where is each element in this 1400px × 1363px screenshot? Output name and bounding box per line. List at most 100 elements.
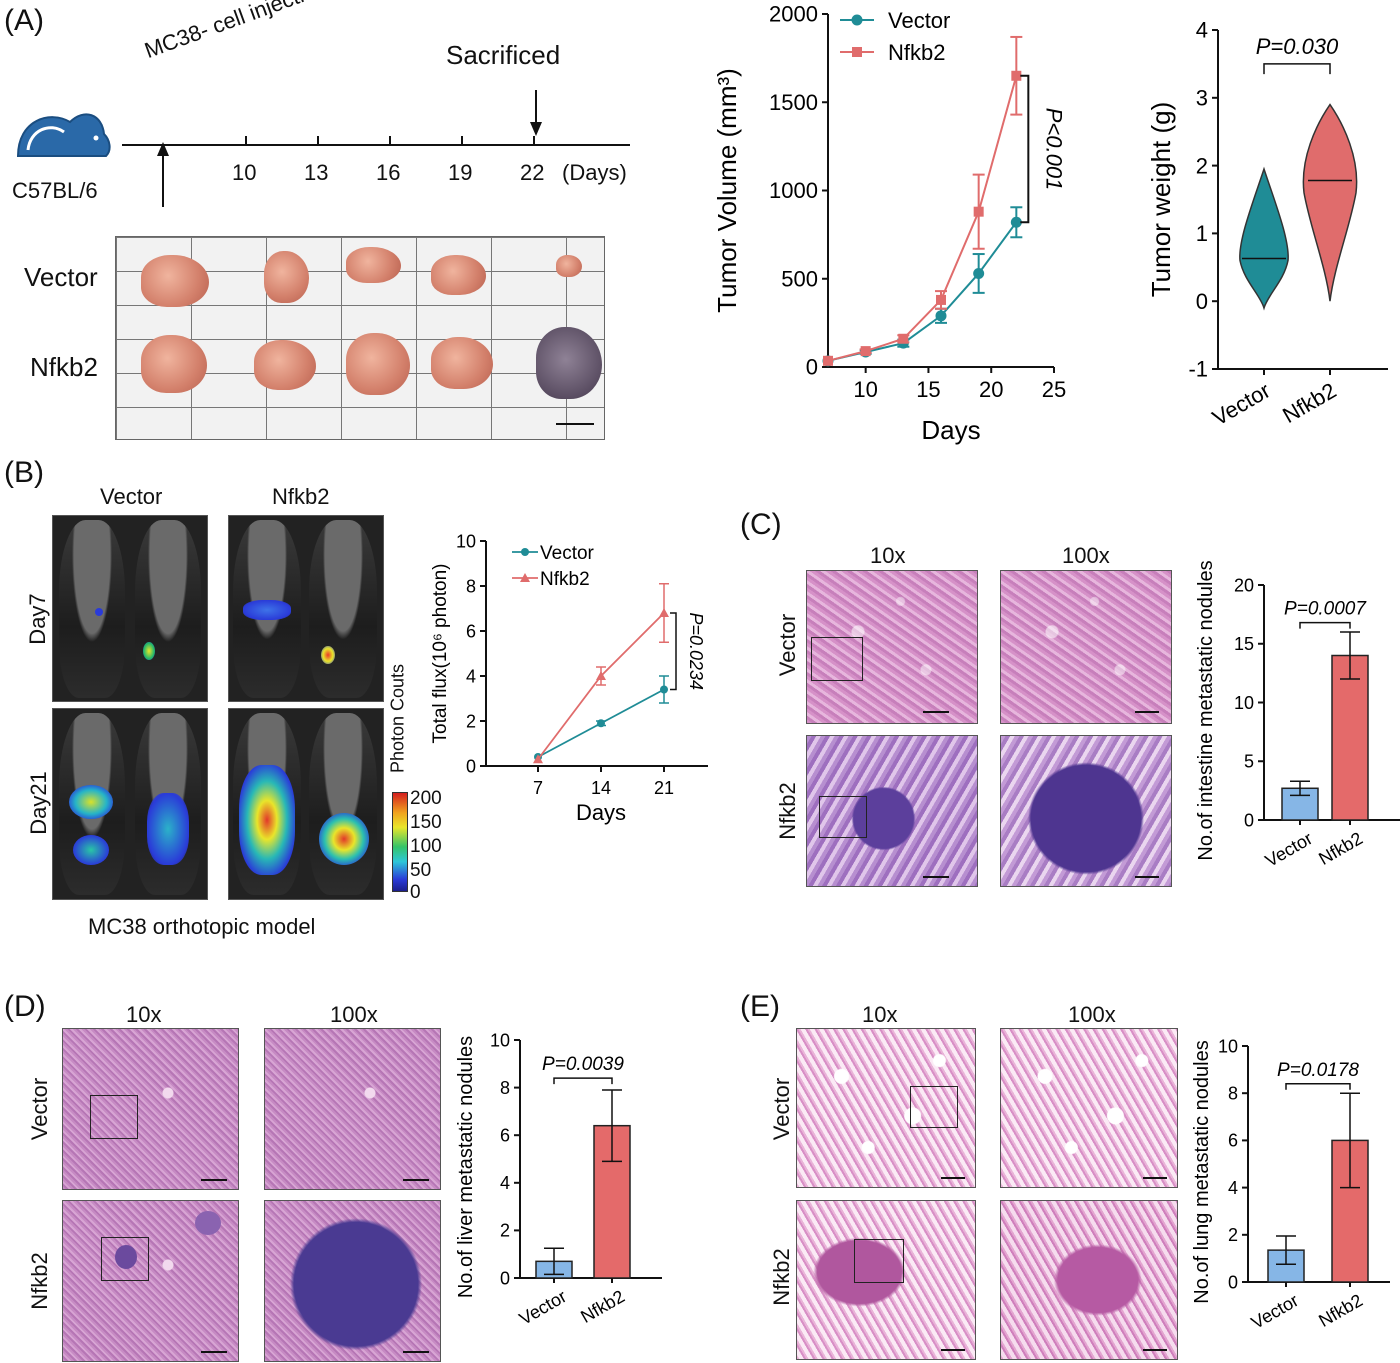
flux-y-tick-label: 2 (466, 711, 476, 731)
e-mag-10x: 10x (862, 1002, 898, 1027)
colorbar-tick-50: 50 (410, 860, 432, 881)
volume-y-tick-label: 2000 (769, 2, 818, 27)
colorbar-tick-0: 0 (410, 882, 421, 903)
volume-x-tick-label: 25 (1042, 377, 1066, 402)
c-he-vector-100x (1000, 570, 1172, 724)
intestine-y-tick-label: 5 (1244, 752, 1254, 772)
volume-y-tick-label: 1000 (769, 178, 818, 203)
weight-y-tick-label: 0 (1196, 289, 1208, 314)
timeline-day-13: 13 (304, 160, 329, 185)
weight-y-tick-label: -1 (1188, 357, 1208, 382)
lung-x-tick-label: Nfkb2 (1315, 1290, 1366, 1331)
timeline-day-10: 10 (232, 160, 257, 185)
intestine-pvalue: P=0.0007 (1284, 599, 1367, 620)
intestine-x-tick-label: Nfkb2 (1315, 828, 1366, 869)
liver-y-tick-label: 10 (490, 1030, 510, 1050)
liver-pvalue: P=0.0039 (542, 1054, 624, 1075)
ivis-row-day21: Day21 (26, 771, 51, 835)
lung-y-tick-label: 6 (1228, 1131, 1238, 1151)
colorbar-tick-150: 150 (410, 812, 442, 833)
flux-point-vector (660, 685, 668, 694)
colorbar-tick-200: 200 (410, 788, 442, 809)
flux-point-nfkb2 (533, 754, 543, 764)
lung-pvalue: P=0.0178 (1277, 1060, 1359, 1081)
c-he-nfkb2-100x (1000, 735, 1172, 887)
volume-point-nfkb2 (973, 206, 984, 217)
colorbar-title: Photon Couts (387, 663, 408, 774)
intestine-y-tick-label: 10 (1234, 693, 1254, 713)
ivis-caption: MC38 orthotopic model (88, 914, 316, 939)
intestine-x-tick-label: Vector (1262, 828, 1316, 871)
flux-y-label: Total flux(10⁶ photon) (430, 564, 451, 744)
flux-x-tick-label: 14 (591, 778, 611, 798)
volume-pvalue: P<0.001 (1041, 108, 1066, 191)
volume-x-tick-label: 10 (853, 377, 877, 402)
c-mag-100x: 100x (1062, 543, 1110, 568)
ivis-col-nfkb2: Nfkb2 (272, 484, 330, 509)
volume-point-nfkb2 (936, 294, 946, 305)
panel-label-d: (D) (4, 990, 46, 1023)
tumor-row-vector: Vector (24, 262, 98, 292)
intestine-bar-nfkb2 (1331, 654, 1369, 821)
liver-y-tick-label: 0 (500, 1268, 510, 1288)
c-row-nfkb2: Nfkb2 (775, 782, 800, 840)
ivis-image-day7-nfkb2 (228, 515, 384, 702)
flux-legend-marker (521, 548, 529, 556)
liver-y-tick-label: 6 (500, 1126, 510, 1146)
volume-point-vector (935, 310, 947, 322)
volume-point-vector (1010, 216, 1022, 228)
tumor-row-nfkb2: Nfkb2 (30, 352, 98, 382)
photon-colorbar (392, 792, 408, 892)
volume-point-vector (973, 267, 985, 279)
d-he-nfkb2-100x (264, 1200, 441, 1362)
weight-y-tick-label: 2 (1196, 153, 1208, 178)
c-row-vector: Vector (775, 613, 800, 677)
ivis-image-day21-vector (52, 708, 208, 900)
intestine-sig-bracket (1299, 621, 1351, 629)
lung-y-tick-label: 4 (1228, 1178, 1238, 1198)
tumor-weight-violin-chart: -1 0 1 2 3 4 Tumor weight (g) Vector Nfkb2 P=0.03… (1146, 18, 1388, 431)
violin-vector (1239, 166, 1289, 311)
lung-y-tick-label: 10 (1218, 1036, 1238, 1056)
flux-sig-bracket (670, 612, 677, 691)
flux-x-tick-label: 21 (654, 778, 674, 798)
weight-y-label: Tumor weight (g) (1146, 102, 1176, 298)
c-mag-10x: 10x (870, 543, 906, 568)
e-mag-100x: 100x (1068, 1002, 1116, 1027)
weight-x-tick-label: Nfkb2 (1278, 378, 1340, 428)
volume-point-nfkb2 (860, 346, 871, 357)
sacrificed-label: Sacrificed (446, 40, 561, 70)
volume-y-tick-label: 1500 (769, 90, 818, 115)
liver-y-tick-label: 8 (500, 1078, 510, 1098)
volume-legend-marker (852, 47, 862, 57)
timeline-day-22: 22 (520, 160, 545, 185)
c-he-nfkb2-10x (806, 735, 978, 887)
liver-x-tick-label: Nfkb2 (577, 1286, 628, 1327)
intestine-nodules-chart: 0 5 10 15 20 No.of intestine metastatic nodul… (1195, 560, 1400, 871)
lung-x-tick-label: Vector (1248, 1290, 1302, 1333)
flux-y-tick-label: 0 (466, 756, 476, 776)
volume-point-nfkb2 (823, 355, 833, 366)
weight-y-tick-label: 4 (1196, 18, 1208, 43)
ivis-image-day21-nfkb2 (228, 708, 384, 900)
weight-pvalue: P=0.030 (1256, 34, 1339, 59)
d-mag-100x: 100x (330, 1002, 378, 1027)
flux-point-nfkb2 (596, 671, 606, 680)
weight-x-tick-label: Vector (1208, 378, 1275, 431)
tumor-photo (115, 236, 605, 440)
panel-label-e: (E) (740, 990, 780, 1023)
total-flux-chart: 0 2 4 6 8 10 7 14 21 Days Total flux(10⁶ photon) Ve… (430, 531, 708, 825)
lung-y-tick-label: 0 (1228, 1272, 1238, 1292)
lung-y-tick-label: 2 (1228, 1225, 1238, 1245)
ivis-row-day7: Day7 (25, 593, 50, 645)
volume-legend-label: Nfkb2 (888, 40, 945, 65)
flux-y-tick-label: 10 (456, 531, 476, 551)
liver-y-label: No.of liver metastatic nodules (455, 1036, 477, 1298)
liver-y-tick-label: 2 (500, 1221, 510, 1241)
liver-y-tick-label: 4 (500, 1173, 510, 1193)
weight-y-tick-label: 1 (1196, 221, 1208, 246)
flux-point-nfkb2 (659, 608, 669, 617)
volume-x-tick-label: 15 (916, 377, 940, 402)
volume-sig-bracket (1020, 74, 1030, 224)
